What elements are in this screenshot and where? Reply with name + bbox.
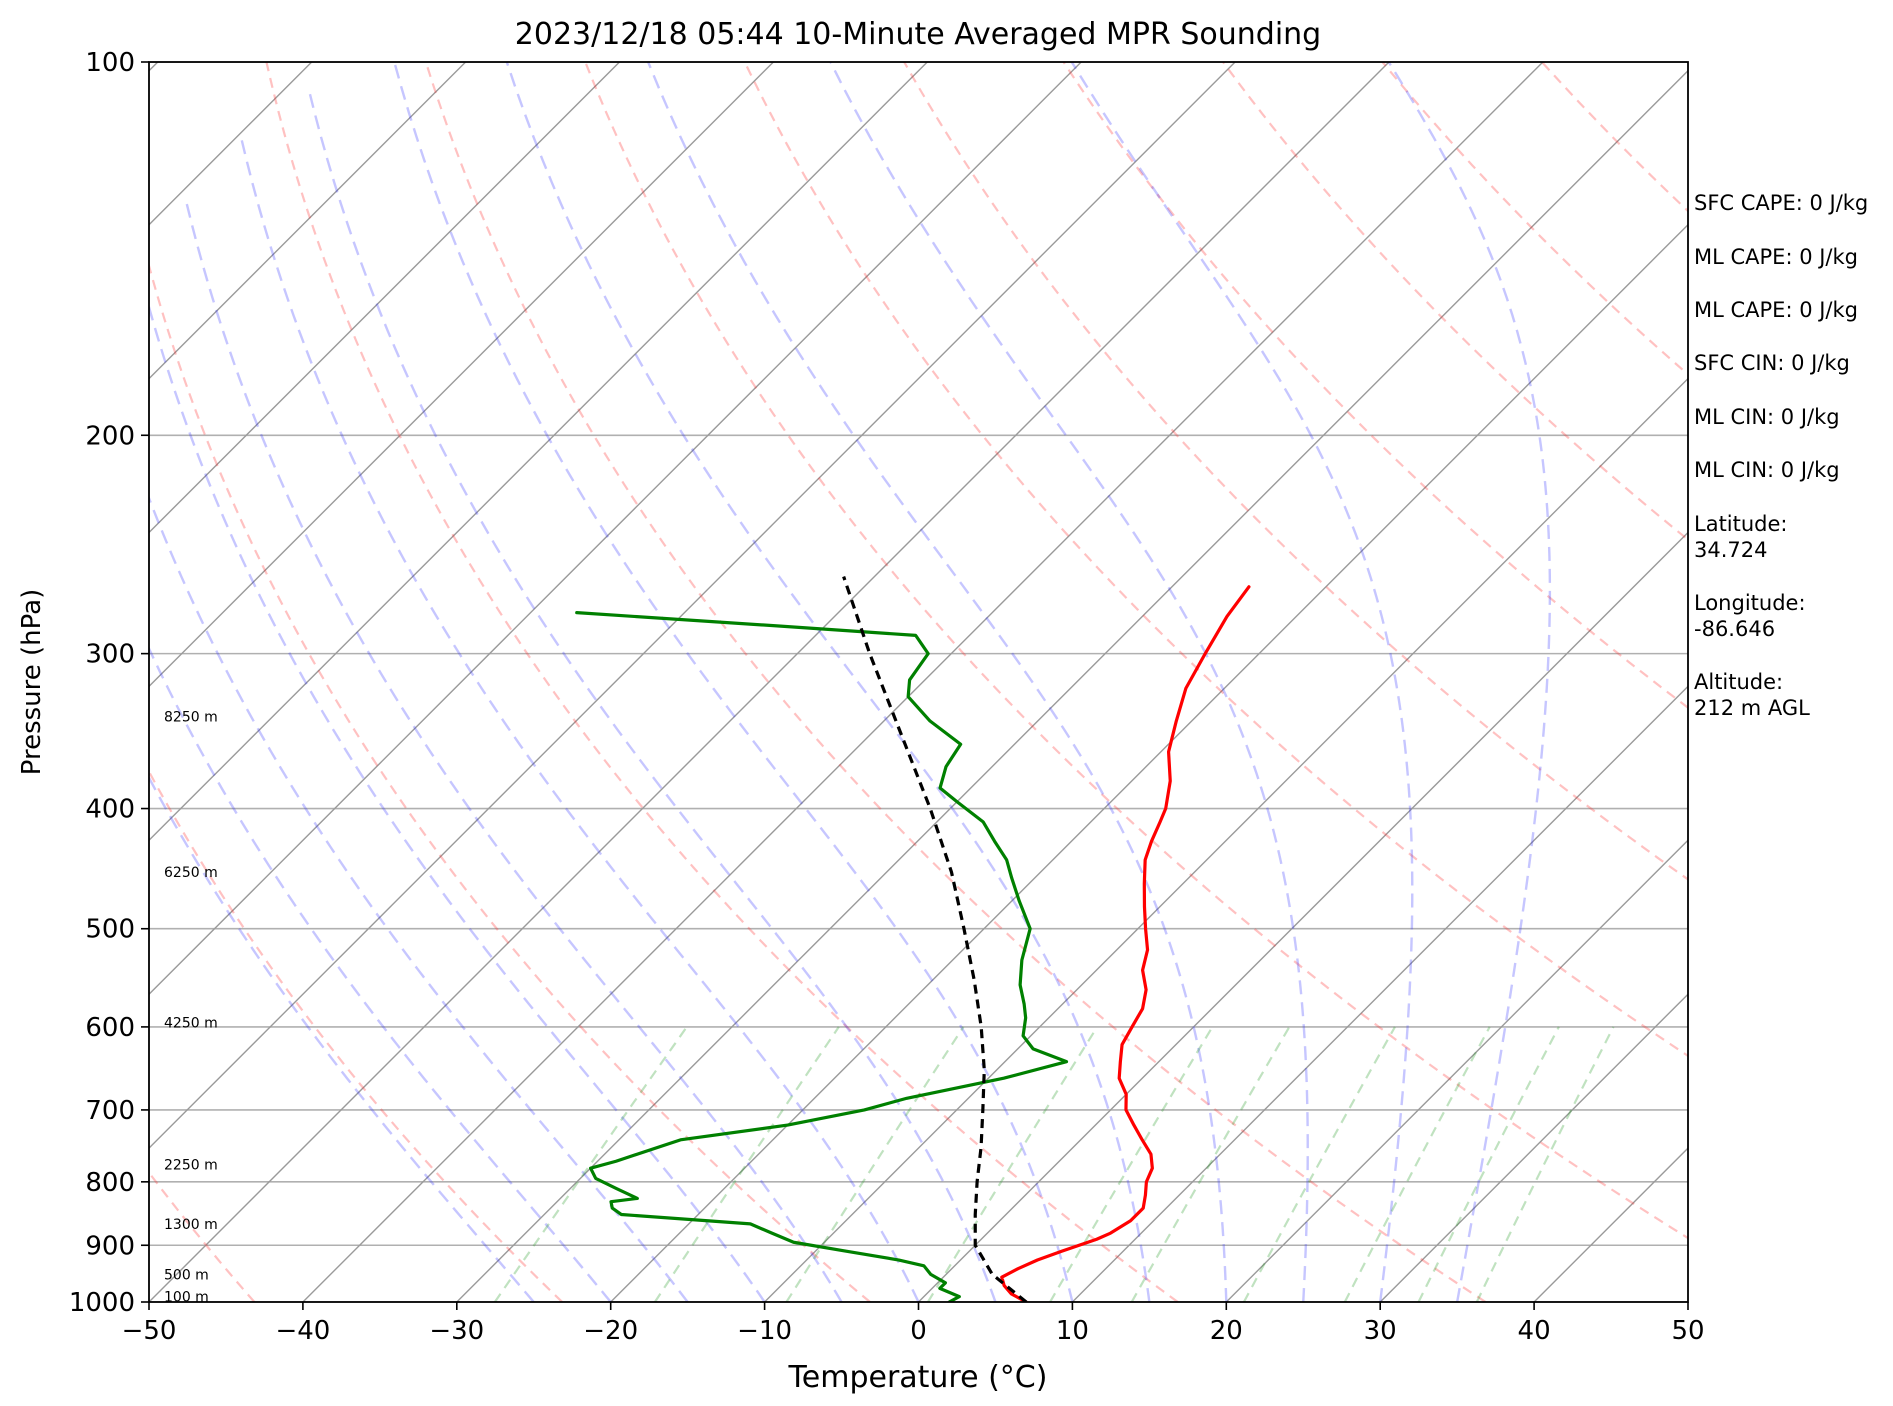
temperature-profile-line bbox=[1000, 585, 1251, 1302]
stat-annotation: ML CIN: 0 J/kg bbox=[1694, 405, 1840, 429]
mixing-ratio-line bbox=[493, 1026, 688, 1302]
isotherm-gridline bbox=[610, 223, 1688, 1302]
dry-adiabat-line bbox=[903, 62, 1688, 881]
dewpoint-profile-line bbox=[575, 611, 1069, 1302]
isotherm-gridline bbox=[149, 62, 774, 688]
mixing-ratio-line bbox=[785, 1026, 965, 1302]
isotherm-gridline bbox=[149, 62, 620, 534]
isotherm-gridline bbox=[149, 62, 928, 842]
plot-frame bbox=[148, 61, 1689, 1303]
parcel-profile-line bbox=[842, 576, 1028, 1302]
height-label: 6250 m bbox=[164, 865, 218, 881]
moist-adiabat-line bbox=[1070, 62, 1414, 1302]
x-tick-label: 50 bbox=[1671, 1316, 1704, 1346]
height-label: 4250 m bbox=[164, 1015, 218, 1031]
isotherm-gridline bbox=[149, 62, 1236, 1150]
dry-adiabat-line bbox=[149, 769, 563, 1302]
x-tick-label: −10 bbox=[737, 1316, 792, 1346]
y-tick-label: 800 bbox=[85, 1168, 135, 1198]
y-tick-label: 400 bbox=[85, 795, 135, 825]
x-tick-label: −20 bbox=[583, 1316, 638, 1346]
x-tick-label: −50 bbox=[122, 1316, 177, 1346]
dry-adiabat-line bbox=[1861, 62, 1893, 1302]
stat-annotation: Latitude: 34.724 bbox=[1694, 512, 1788, 562]
dry-adiabat-line bbox=[424, 62, 1487, 1302]
isotherm-gridline bbox=[149, 62, 1390, 1302]
height-label: 500 m bbox=[164, 1267, 209, 1283]
y-tick-label: 300 bbox=[85, 640, 135, 670]
x-tick-label: 0 bbox=[910, 1316, 927, 1346]
x-tick-label: −40 bbox=[275, 1316, 330, 1346]
moist-adiabat-line bbox=[307, 87, 997, 1302]
isotherm-gridline bbox=[0, 62, 4, 1302]
moist-adiabat-line bbox=[149, 645, 612, 1302]
y-tick-label: 500 bbox=[85, 915, 135, 945]
y-tick-label: 900 bbox=[85, 1231, 135, 1261]
moist-adiabat-line bbox=[239, 136, 920, 1302]
isotherm-gridline bbox=[764, 377, 1688, 1302]
dry-adiabat-line bbox=[1222, 62, 1688, 542]
isotherm-gridline bbox=[149, 62, 1082, 996]
moist-adiabat-line bbox=[1387, 62, 1552, 1302]
x-axis-label: Temperature (°C) bbox=[788, 1360, 1048, 1395]
mixing-ratio-line bbox=[1475, 1026, 1615, 1302]
isotherm-gridline bbox=[1379, 993, 1688, 1302]
x-tick-label: 30 bbox=[1364, 1316, 1397, 1346]
stat-annotation: SFC CAPE: 0 J/kg bbox=[1694, 191, 1869, 215]
height-label: 8250 m bbox=[164, 709, 218, 725]
x-tick-label: 10 bbox=[1056, 1316, 1089, 1346]
moist-adiabat-line bbox=[149, 494, 689, 1302]
chart-title: 2023/12/18 05:44 10-Minute Averaged MPR … bbox=[515, 17, 1321, 52]
mixing-ratio-line bbox=[1130, 1026, 1291, 1302]
y-tick-label: 1000 bbox=[69, 1288, 135, 1318]
y-tick-label: 100 bbox=[85, 48, 135, 78]
height-label: 100 m bbox=[164, 1290, 209, 1306]
height-label: 1300 m bbox=[164, 1217, 218, 1233]
moist-adiabat-line bbox=[393, 62, 1074, 1302]
x-tick-label: −30 bbox=[429, 1316, 484, 1346]
dry-adiabat-line bbox=[584, 62, 1688, 1240]
stat-annotation: Altitude: 212 m AGL bbox=[1694, 670, 1810, 720]
isotherm-gridline bbox=[149, 62, 467, 380]
stat-annotation: ML CIN: 0 J/kg bbox=[1694, 458, 1840, 482]
isotherm-gridline bbox=[302, 62, 1544, 1302]
moist-adiabat-line bbox=[149, 302, 766, 1302]
mixing-ratio-line bbox=[1343, 1026, 1491, 1302]
y-tick-label: 600 bbox=[85, 1013, 135, 1043]
mixing-ratio-line bbox=[653, 1026, 840, 1302]
dry-adiabat-line bbox=[1062, 62, 1688, 710]
isotherm-gridline bbox=[456, 69, 1688, 1302]
y-tick-label: 200 bbox=[85, 421, 135, 451]
isotherm-gridline bbox=[1225, 839, 1688, 1302]
stat-annotation: ML CAPE: 0 J/kg bbox=[1694, 298, 1859, 322]
stat-annotation: Longitude: -86.646 bbox=[1694, 591, 1806, 641]
moist-adiabat-line bbox=[149, 775, 535, 1302]
dry-adiabat-line bbox=[265, 62, 1179, 1302]
isotherm-gridline bbox=[1071, 685, 1688, 1302]
moist-adiabat-line bbox=[185, 203, 843, 1302]
mixing-ratio-line bbox=[1049, 1026, 1214, 1302]
mixing-ratio-line bbox=[927, 1026, 1099, 1302]
moist-adiabat-line bbox=[647, 62, 1228, 1302]
stat-annotation: ML CAPE: 0 J/kg bbox=[1694, 245, 1859, 269]
mixing-ratio-line bbox=[1417, 1026, 1560, 1302]
mixing-ratio-line bbox=[1242, 1026, 1396, 1302]
stat-annotation: SFC CIN: 0 J/kg bbox=[1694, 351, 1850, 375]
x-tick-label: 20 bbox=[1210, 1316, 1243, 1346]
x-tick-label: 40 bbox=[1518, 1316, 1551, 1346]
height-label: 2250 m bbox=[164, 1158, 218, 1174]
y-tick-label: 700 bbox=[85, 1096, 135, 1126]
y-axis-label: Pressure (hPa) bbox=[17, 589, 47, 776]
moist-adiabat-line bbox=[829, 62, 1309, 1302]
